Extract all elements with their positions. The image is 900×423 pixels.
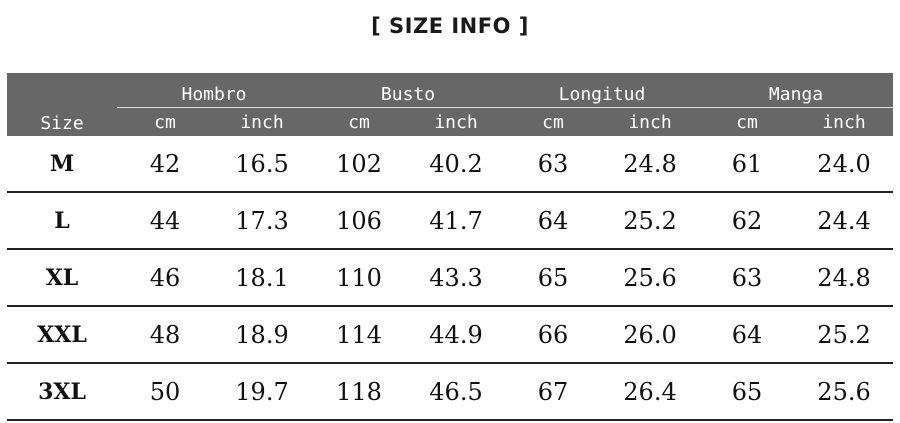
table-cell: 61 bbox=[699, 136, 796, 193]
table-cell: 110 bbox=[311, 249, 407, 307]
table-row: XL 46 18.1 110 43.3 65 25.6 63 24.8 bbox=[7, 249, 894, 307]
table-cell: 42 bbox=[117, 136, 213, 193]
table-cell: 65 bbox=[505, 249, 601, 307]
table-cell: 50 bbox=[117, 363, 213, 421]
size-label: M bbox=[7, 136, 117, 193]
table-cell: 106 bbox=[311, 192, 407, 250]
header-hombro: Hombro bbox=[117, 73, 311, 108]
table-cell: 62 bbox=[699, 192, 796, 250]
table-cell: 16.5 bbox=[213, 136, 311, 193]
table-cell: 67 bbox=[505, 363, 601, 421]
table-cell: 66 bbox=[505, 306, 601, 364]
size-table-container: Size Hombro Busto Longitud Manga cm inch… bbox=[7, 73, 894, 421]
table-cell: 41.7 bbox=[407, 192, 505, 250]
table-cell: 63 bbox=[699, 249, 796, 307]
unit-header: cm bbox=[505, 107, 601, 136]
table-cell: 64 bbox=[699, 306, 796, 364]
table-cell: 24.8 bbox=[795, 249, 894, 307]
header-longitud: Longitud bbox=[505, 73, 700, 108]
table-cell: 18.9 bbox=[213, 306, 311, 364]
table-cell: 48 bbox=[117, 306, 213, 364]
table-cell: 102 bbox=[311, 136, 407, 193]
table-row: L 44 17.3 106 41.7 64 25.2 62 24.4 bbox=[7, 192, 894, 250]
table-cell: 24.8 bbox=[601, 136, 700, 193]
unit-header: inch bbox=[601, 107, 700, 136]
table-cell: 17.3 bbox=[213, 192, 311, 250]
table-cell: 25.6 bbox=[795, 363, 894, 421]
size-table: Size Hombro Busto Longitud Manga cm inch… bbox=[7, 73, 894, 421]
table-cell: 18.1 bbox=[213, 249, 311, 307]
unit-header: cm bbox=[699, 107, 796, 136]
size-label: 3XL bbox=[7, 363, 117, 421]
table-row: M 42 16.5 102 40.2 63 24.8 61 24.0 bbox=[7, 136, 894, 193]
table-cell: 24.0 bbox=[795, 136, 894, 193]
unit-header: inch bbox=[213, 107, 311, 136]
size-label: L bbox=[7, 192, 117, 250]
table-cell: 26.4 bbox=[601, 363, 700, 421]
table-cell: 65 bbox=[699, 363, 796, 421]
table-cell: 64 bbox=[505, 192, 601, 250]
header-manga: Manga bbox=[699, 73, 894, 108]
table-cell: 19.7 bbox=[213, 363, 311, 421]
table-cell: 26.0 bbox=[601, 306, 700, 364]
table-cell: 40.2 bbox=[407, 136, 505, 193]
unit-header: cm bbox=[311, 107, 407, 136]
table-cell: 114 bbox=[311, 306, 407, 364]
size-column-header: Size bbox=[7, 73, 117, 136]
table-cell: 44.9 bbox=[407, 306, 505, 364]
unit-header: inch bbox=[407, 107, 505, 136]
table-cell: 25.6 bbox=[601, 249, 700, 307]
unit-header: inch bbox=[795, 107, 894, 136]
page-title: [ SIZE INFO ] bbox=[371, 14, 529, 38]
table-cell: 63 bbox=[505, 136, 601, 193]
table-cell: 46 bbox=[117, 249, 213, 307]
table-cell: 43.3 bbox=[407, 249, 505, 307]
table-body: M 42 16.5 102 40.2 63 24.8 61 24.0 L 44 … bbox=[7, 136, 894, 421]
unit-header: cm bbox=[117, 107, 213, 136]
table-cell: 25.2 bbox=[795, 306, 894, 364]
table-row: 3XL 50 19.7 118 46.5 67 26.4 65 25.6 bbox=[7, 363, 894, 421]
table-cell: 46.5 bbox=[407, 363, 505, 421]
header-busto: Busto bbox=[311, 73, 505, 108]
table-cell: 25.2 bbox=[601, 192, 700, 250]
table-row: XXL 48 18.9 114 44.9 66 26.0 64 25.2 bbox=[7, 306, 894, 364]
size-label: XXL bbox=[7, 306, 117, 364]
table-header: Size Hombro Busto Longitud Manga cm inch… bbox=[7, 73, 894, 136]
size-label: XL bbox=[7, 249, 117, 307]
table-cell: 44 bbox=[117, 192, 213, 250]
table-cell: 118 bbox=[311, 363, 407, 421]
table-cell: 24.4 bbox=[795, 192, 894, 250]
